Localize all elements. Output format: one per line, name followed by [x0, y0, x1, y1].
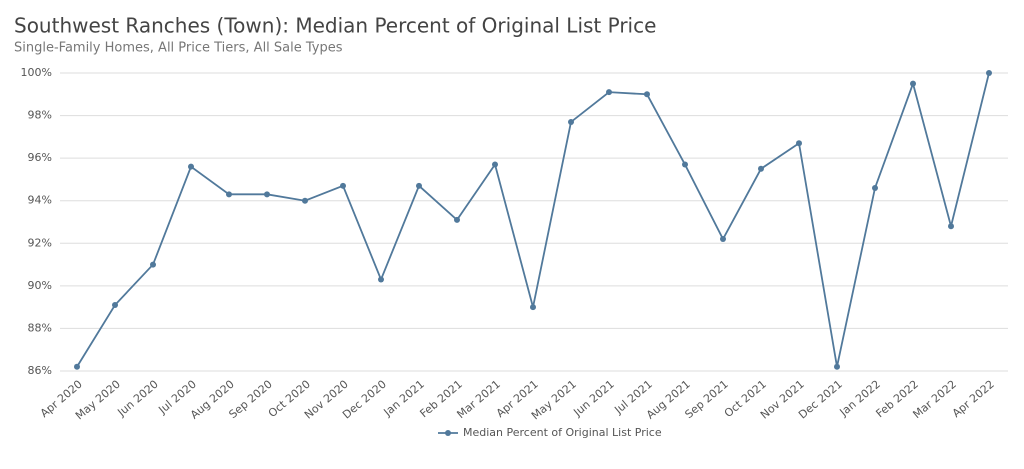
point [644, 91, 650, 98]
chart-title: Southwest Ranches (Town): Median Percent… [14, 14, 656, 38]
point [834, 363, 840, 370]
y-tick-label: 96% [28, 151, 52, 164]
y-tick-label: 94% [28, 194, 52, 207]
y-tick-label: 88% [28, 321, 52, 334]
point [872, 184, 878, 191]
point [74, 363, 80, 370]
y-tick-label: 90% [28, 279, 52, 292]
point [720, 236, 726, 243]
point [416, 182, 422, 189]
point [758, 165, 764, 172]
point [226, 191, 232, 198]
point [682, 161, 688, 168]
point [910, 80, 916, 87]
point [530, 304, 536, 311]
legend-label: Median Percent of Original List Price [463, 426, 662, 439]
point [986, 70, 992, 76]
chart-subtitle: Single-Family Homes, All Price Tiers, Al… [14, 41, 343, 56]
point [796, 140, 802, 147]
legend-marker [445, 430, 451, 436]
point [568, 118, 574, 125]
point [948, 223, 954, 230]
y-tick-label: 92% [28, 236, 52, 249]
point [188, 163, 194, 170]
point [302, 197, 308, 204]
point [264, 191, 270, 198]
point [112, 302, 118, 309]
point [606, 89, 612, 96]
y-tick-label: 86% [28, 364, 52, 377]
point [492, 161, 498, 168]
point [454, 216, 460, 223]
point [378, 276, 384, 283]
y-tick-label: 100% [21, 66, 52, 79]
point [340, 182, 346, 189]
y-tick-label: 98% [28, 109, 52, 122]
point [150, 261, 156, 268]
